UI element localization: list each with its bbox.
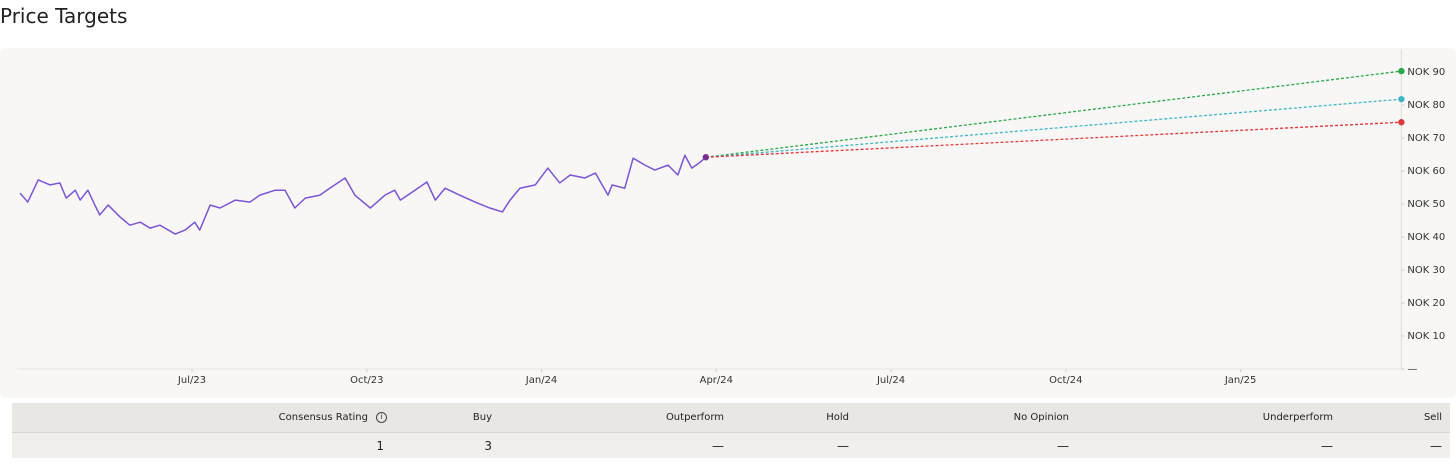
table-cell: 1 (376, 433, 384, 458)
x-tick-label: Oct/24 (1049, 375, 1082, 386)
column-header: Underperform (1263, 403, 1333, 432)
table-cell-text: — (1321, 438, 1333, 453)
y-tick-label: NOK 10 (1407, 331, 1445, 342)
y-tick-label: NOK 30 (1407, 265, 1445, 276)
column-header: Hold (826, 403, 849, 432)
x-tick-label: Oct/23 (350, 375, 383, 386)
x-tick-label: Jan/25 (1224, 375, 1257, 386)
y-tick-label: — (1407, 364, 1417, 375)
x-tick-label: Jan/24 (525, 375, 558, 386)
table-cell: — (712, 433, 724, 458)
y-tick-label: NOK 60 (1407, 166, 1445, 177)
table-cell: — (837, 433, 849, 458)
x-tick-label: Jul/23 (177, 375, 206, 386)
target-line (705, 98, 1402, 158)
target-line (705, 121, 1402, 158)
column-header-text: Buy (472, 412, 492, 423)
table-cell-text: — (837, 438, 849, 453)
table-cell-text: 1 (376, 438, 384, 453)
table-cell: — (1057, 433, 1069, 458)
chart: — NOK 10 NOK 20 NOK 30 NOK 40 NOK 50 NOK 60 NOK… (17, 49, 1445, 386)
column-header-text: Hold (826, 412, 849, 423)
table-row: 1 3 — — — — — (12, 432, 1450, 458)
table-cell-text: — (1430, 438, 1442, 453)
table-cell: — (1321, 433, 1333, 458)
table-cell-text: — (1057, 438, 1069, 453)
column-header-text: Consensus Rating (278, 412, 368, 423)
y-tick-label: NOK 90 (1407, 67, 1445, 78)
rating-table: Consensus Rating i Buy Outperform Hold No Opi… (12, 403, 1450, 458)
y-tick-label: NOK 50 (1407, 199, 1445, 210)
y-tick-label: NOK 70 (1407, 133, 1445, 144)
target-line (705, 70, 1402, 158)
y-tick-label: NOK 20 (1407, 298, 1445, 309)
target-dot (1398, 119, 1405, 126)
target-dot (1398, 67, 1405, 75)
column-header-text: Sell (1423, 412, 1442, 423)
column-header-text: Outperform (665, 412, 724, 423)
column-header: Consensus Rating i (279, 403, 387, 432)
table-header: Consensus Rating i Buy Outperform Hold No Opi… (12, 403, 1450, 432)
column-header: Sell (1424, 403, 1442, 432)
x-tick-label: Apr/24 (700, 375, 733, 386)
column-header-text: Underperform (1262, 412, 1333, 423)
table-cell-text: — (712, 438, 724, 453)
y-tick-label: NOK 80 (1407, 100, 1445, 111)
last-price-dot (702, 154, 710, 161)
chart-panel (0, 48, 1456, 398)
info-icon[interactable]: i (376, 412, 387, 423)
section-title: Price Targets (0, 4, 128, 28)
column-header: Outperform (666, 403, 724, 432)
table-cell: — (1430, 433, 1442, 458)
column-header: No Opinion (1014, 403, 1069, 432)
table-cell: 3 (484, 433, 492, 458)
column-header-text: No Opinion (1013, 412, 1069, 423)
y-tick-label: NOK 40 (1407, 232, 1445, 243)
table-cell-text: 3 (484, 438, 492, 453)
price-line (19, 154, 707, 235)
x-tick-label: Jul/24 (876, 375, 905, 386)
target-dot (1398, 95, 1405, 103)
column-header: Buy (473, 403, 492, 432)
